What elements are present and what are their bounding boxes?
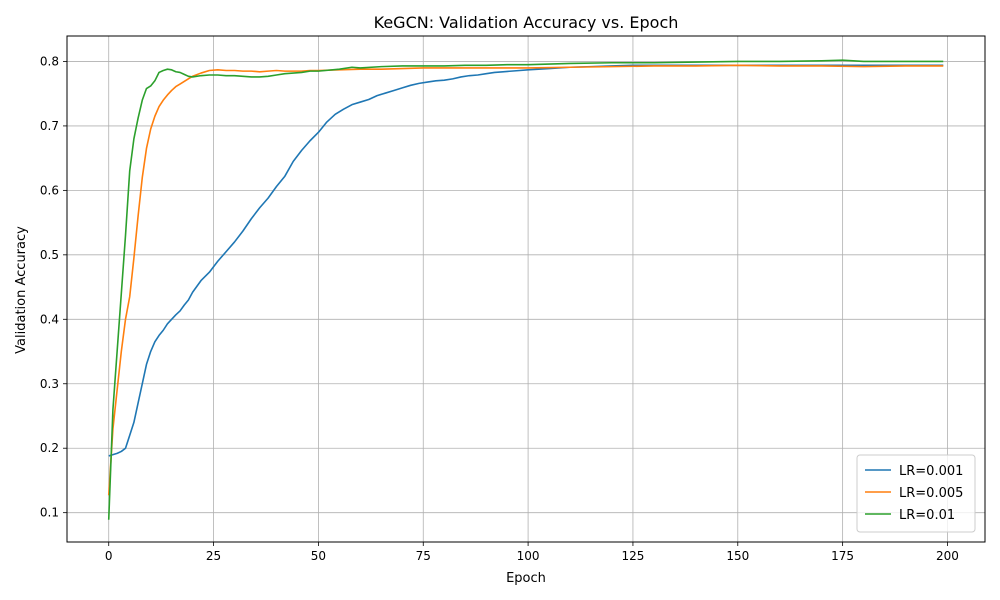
- x-tick-label: 125: [621, 549, 644, 563]
- y-axis-ticks: 0.1 0.2 0.3 0.4 0.5 0.6 0.7 0.8: [40, 54, 67, 520]
- x-tick-label: 100: [517, 549, 540, 563]
- y-tick-label: 0.3: [40, 377, 59, 391]
- y-tick-label: 0.6: [40, 183, 59, 197]
- x-tick-label: 200: [936, 549, 959, 563]
- y-tick-label: 0.2: [40, 441, 59, 455]
- series-lines: [107, 59, 944, 520]
- series-line: [108, 64, 944, 457]
- legend-label: LR=0.001: [899, 464, 963, 479]
- legend-label: LR=0.005: [899, 486, 963, 501]
- y-tick-label: 0.7: [40, 119, 59, 133]
- legend: LR=0.001 LR=0.005 LR=0.01: [856, 454, 976, 533]
- y-tick-label: 0.8: [40, 54, 59, 68]
- x-tick-label: 150: [726, 549, 749, 563]
- grid: [67, 36, 985, 542]
- series-line: [107, 64, 944, 496]
- y-tick-label: 0.5: [40, 248, 59, 262]
- x-axis-label: Epoch: [506, 571, 546, 586]
- x-tick-label: 0: [105, 549, 113, 563]
- y-tick-label: 0.4: [40, 312, 59, 326]
- series-line: [107, 59, 944, 520]
- y-axis-label: Validation Accuracy: [14, 226, 29, 354]
- legend-box: [856, 454, 976, 533]
- x-axis-ticks: 0 25 50 75 100 125 150 175 200: [105, 542, 959, 563]
- x-tick-label: 50: [311, 549, 326, 563]
- y-tick-label: 0.1: [40, 506, 59, 520]
- chart-title: KeGCN: Validation Accuracy vs. Epoch: [374, 13, 679, 32]
- x-tick-label: 175: [831, 549, 854, 563]
- x-tick-label: 25: [206, 549, 221, 563]
- legend-label: LR=0.01: [899, 508, 955, 523]
- plot-frame: [66, 35, 986, 543]
- x-tick-label: 75: [416, 549, 431, 563]
